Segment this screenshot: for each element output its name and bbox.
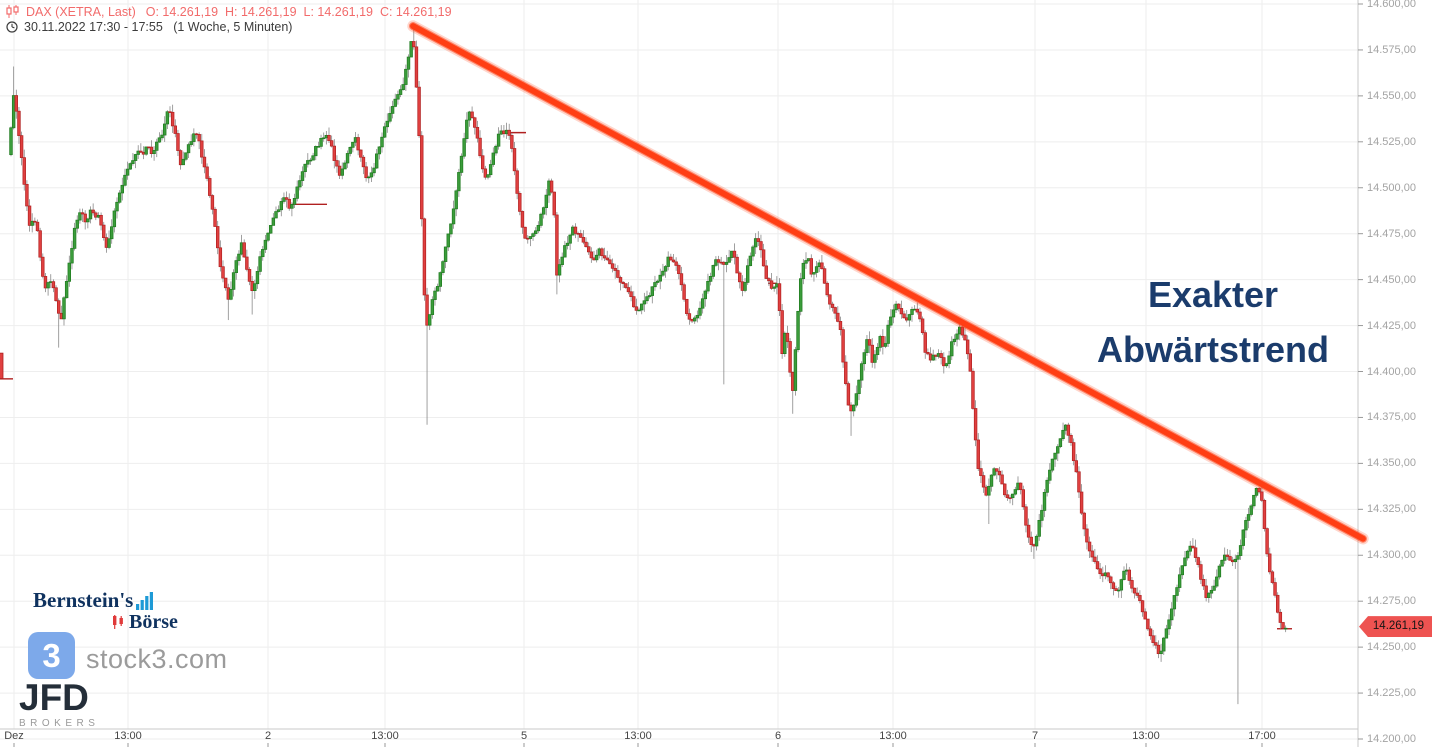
price-tick-label: 14.575,00 — [1367, 43, 1416, 56]
price-tick-label: 14.500,00 — [1367, 181, 1416, 194]
price-tick-label: 14.275,00 — [1367, 595, 1416, 608]
red-bars-icon — [113, 615, 123, 629]
time-tick-label: 13:00 — [624, 730, 652, 742]
time-tick-label: 13:00 — [371, 730, 399, 742]
stock3-logo-char: 3 — [42, 637, 61, 674]
price-tick-label: 14.450,00 — [1367, 273, 1416, 286]
price-axis[interactable]: 14.600,00 14.575,00 14.550,00 14.525,00 14.5… — [1367, 0, 1432, 747]
boerse-watermark-text: Börse — [129, 611, 178, 633]
time-tick-label: 2 — [264, 730, 272, 742]
price-tick-label: 14.250,00 — [1367, 641, 1416, 654]
time-tick-label: 13:00 — [1132, 730, 1160, 742]
price-tick-label: 14.350,00 — [1367, 457, 1416, 470]
price-tick-label: 14.550,00 — [1367, 89, 1416, 102]
time-tick-label: 5 — [520, 730, 528, 742]
time-axis[interactable]: Dez 13:00 2 13:00 5 13:00 6 13:00 7 13:00 17:00 — [0, 730, 1358, 746]
time-tick-label: 17:00 — [1248, 730, 1276, 742]
blue-bars-icon — [136, 592, 154, 610]
price-tick-label: 14.475,00 — [1367, 227, 1416, 240]
bernstein-boerse-watermark: Bernstein's Börse — [33, 589, 178, 633]
trend-annotation-line1: Exakter — [1147, 274, 1279, 315]
legend-ohlc: O: 14.261,19 H: 14.261,19 L: 14.261,19 C… — [145, 4, 452, 19]
price-tick-label: 14.300,00 — [1367, 549, 1416, 562]
time-tick-label: 6 — [774, 730, 782, 742]
legend-period: 30.11.2022 17:30 - 17:55 (1 Woche, 5 Min… — [24, 19, 293, 34]
price-tick-label: 14.200,00 — [1367, 733, 1416, 745]
bernstein-watermark-text: Bernstein's — [33, 588, 134, 612]
legend-period-row: 30.11.2022 17:30 - 17:55 (1 Woche, 5 Min… — [6, 19, 452, 34]
price-tick-label: 14.525,00 — [1367, 135, 1416, 148]
stock3-logo-icon: 3 — [28, 632, 75, 679]
stock3-watermark-text: stock3.com — [86, 644, 228, 674]
candlestick-series-icon — [6, 5, 19, 18]
trend-annotation[interactable]: Exakter Abwärtstrend — [1043, 267, 1383, 377]
price-tick-label: 14.600,00 — [1367, 0, 1416, 10]
time-tick-label: 13:00 — [114, 730, 142, 742]
legend-instrument-row: DAX (XETRA, Last) O: 14.261,19 H: 14.261… — [6, 4, 452, 19]
trend-annotation-line2: Abwärtstrend — [1096, 329, 1330, 370]
legend-instrument: DAX (XETRA, Last) — [26, 4, 136, 19]
last-price-badge: 14.261,19 — [1359, 616, 1432, 638]
price-tick-label: 14.425,00 — [1367, 319, 1416, 332]
time-tick-label: 13:00 — [879, 730, 907, 742]
jfd-brokers-text: BROKERS — [19, 718, 100, 729]
price-tick-label: 14.325,00 — [1367, 503, 1416, 516]
price-tick-label: 14.400,00 — [1367, 365, 1416, 378]
price-tick-label: 14.375,00 — [1367, 411, 1416, 424]
clock-icon — [6, 20, 18, 33]
time-tick-label: 7 — [1031, 730, 1039, 742]
jfd-logo-text: JFD — [19, 677, 89, 718]
jfd-brokers-watermark: JFD BROKERS — [19, 677, 100, 730]
chart-legend: DAX (XETRA, Last) O: 14.261,19 H: 14.261… — [6, 4, 452, 34]
time-tick-label: Dez — [4, 730, 24, 742]
price-tick-label: 14.225,00 — [1367, 687, 1416, 700]
